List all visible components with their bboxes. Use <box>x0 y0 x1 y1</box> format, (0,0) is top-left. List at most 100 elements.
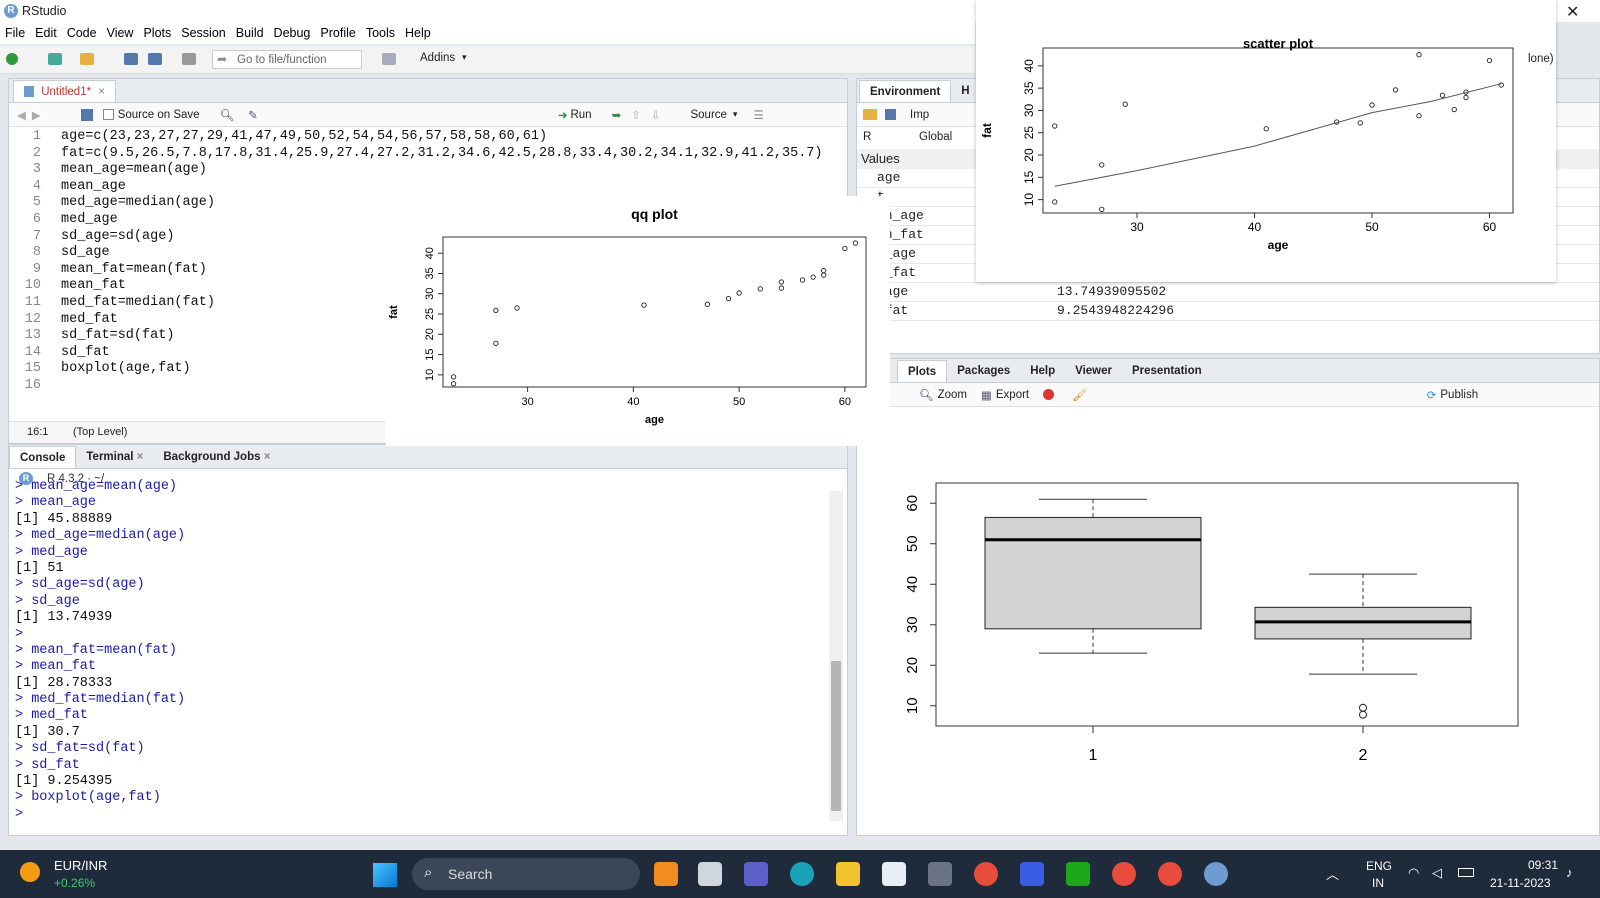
menu-plots[interactable]: Plots <box>143 26 172 40</box>
wifi-icon[interactable]: ◠ <box>1408 865 1420 880</box>
code-line[interactable]: 10 mean_fat <box>9 278 847 295</box>
app-icon-1[interactable] <box>654 862 678 886</box>
goto-file-input[interactable]: ➦ Go to file/function <box>212 50 362 69</box>
chrome-profile-icon[interactable] <box>1112 862 1136 886</box>
close-tab-icon[interactable]: × <box>133 451 144 463</box>
code-text[interactable]: med_age=median(age) <box>61 195 215 211</box>
open-folder-icon[interactable] <box>80 53 94 65</box>
back-arrow-icon[interactable]: ◀ <box>17 109 26 122</box>
outline-icon[interactable]: ☰ <box>753 109 764 122</box>
code-line[interactable]: 3 mean_age=mean(age) <box>9 162 847 179</box>
tab-presentation[interactable]: Presentation <box>1132 365 1202 377</box>
up-arrow-icon[interactable]: ⇧ <box>631 109 641 122</box>
search-icon[interactable]: 🔍︎ <box>219 109 235 122</box>
teams-icon[interactable] <box>744 862 768 886</box>
code-text[interactable]: boxplot(age,fat) <box>61 361 191 377</box>
console-output[interactable]: > mean_age=mean(age) > mean_age [1] 45.888… <box>15 479 825 835</box>
code-text[interactable]: sd_fat <box>61 344 110 360</box>
source-chevron-icon[interactable]: ▾ <box>732 109 738 119</box>
code-line[interactable]: 16 <box>9 378 847 395</box>
menu-help[interactable]: Help <box>405 26 431 40</box>
console-scrollbar[interactable] <box>829 491 843 821</box>
tab-untitled1[interactable]: Untitled1* × <box>13 80 116 102</box>
env-row[interactable]: _fat 9.2543948224296 <box>857 302 1599 321</box>
grid-layout-icon[interactable] <box>382 53 396 65</box>
menu-edit[interactable]: Edit <box>35 26 57 40</box>
tab-plots[interactable]: Plots <box>897 360 948 382</box>
forward-arrow-icon[interactable]: ▶ <box>31 109 41 122</box>
clock-time[interactable]: 09:31 <box>1528 858 1559 872</box>
notification-bell-icon[interactable]: ♪ <box>1566 865 1573 880</box>
new-project-icon[interactable] <box>48 53 62 65</box>
code-text[interactable]: mean_age=mean(age) <box>61 162 207 178</box>
wand-icon[interactable]: ✎ <box>248 109 258 122</box>
code-line[interactable]: 7 sd_age=sd(age) <box>9 229 847 246</box>
volume-icon[interactable]: ◁ <box>1432 865 1442 880</box>
tab-viewer[interactable]: Viewer <box>1075 365 1112 377</box>
code-line[interactable]: 15 boxplot(age,fat) <box>9 361 847 378</box>
save-all-icon[interactable] <box>148 53 162 65</box>
start-windows-icon[interactable] <box>373 863 397 887</box>
print-icon[interactable] <box>182 53 196 65</box>
code-line[interactable]: 12 med_fat <box>9 312 847 329</box>
remove-plot-icon[interactable] <box>1043 389 1055 400</box>
app-icon-blue[interactable] <box>1020 862 1044 886</box>
menu-tools[interactable]: Tools <box>365 26 396 40</box>
project-menu[interactable]: lone) <box>1528 53 1554 65</box>
code-text[interactable]: fat=c(9.5,26.5,7.8,17.8,31.4,25.9,27.4,2… <box>61 145 823 161</box>
menu-code[interactable]: Code <box>66 26 97 40</box>
import-dataset-button[interactable]: Imp <box>910 108 930 121</box>
edge-icon[interactable] <box>790 862 814 886</box>
code-line[interactable]: 4 mean_age <box>9 179 847 196</box>
publish-button[interactable]: Publish <box>1440 388 1479 401</box>
code-line[interactable]: 8 sd_age <box>9 245 847 262</box>
close-icon[interactable]: ✕ <box>1566 4 1580 21</box>
code-line[interactable]: 1 age=c(23,23,27,27,29,41,47,49,50,52,54,… <box>9 129 847 146</box>
task-view-icon[interactable] <box>698 862 722 886</box>
code-line[interactable]: 2 fat=c(9.5,26.5,7.8,17.8,31.4,25.9,27.4,… <box>9 146 847 163</box>
tab-console[interactable]: Console <box>9 446 77 468</box>
menu-debug[interactable]: Debug <box>273 26 311 40</box>
code-text[interactable] <box>49 378 61 395</box>
code-editor[interactable]: 1 age=c(23,23,27,27,29,41,47,49,50,52,54,… <box>9 129 847 419</box>
down-arrow-icon[interactable]: ⇩ <box>650 109 661 122</box>
tab-packages[interactable]: Packages <box>957 365 1011 377</box>
export-button[interactable]: Export <box>995 388 1030 401</box>
code-line[interactable]: 11 med_fat=median(fat) <box>9 295 847 312</box>
app-icon-hex[interactable] <box>928 862 952 886</box>
menu-session[interactable]: Session <box>181 26 226 40</box>
code-line[interactable]: 5 med_age=median(age) <box>9 195 847 212</box>
scrollbar-thumb[interactable] <box>831 661 841 811</box>
save-workspace-icon[interactable] <box>885 109 896 120</box>
battery-icon[interactable] <box>1458 868 1474 877</box>
global-env-select[interactable]: Global <box>919 131 953 143</box>
env-row[interactable]: _age 13.74939095502 <box>857 283 1599 302</box>
tab-environment[interactable]: Environment <box>859 80 952 102</box>
file-explorer-icon[interactable] <box>836 862 860 886</box>
taskbar-search[interactable]: ⌕ Search <box>412 858 640 890</box>
zoom-button[interactable]: Zoom <box>937 388 968 401</box>
code-text[interactable]: med_fat <box>61 311 118 327</box>
code-text[interactable]: mean_fat <box>61 278 126 294</box>
tab-help[interactable]: Help <box>1030 365 1056 377</box>
save-icon[interactable] <box>124 53 138 65</box>
lang-line1[interactable]: ENG <box>1366 859 1393 873</box>
tab-terminal[interactable]: Terminal × <box>76 446 153 468</box>
code-text[interactable]: sd_fat=sd(fat) <box>61 328 175 344</box>
chrome-profile2-icon[interactable] <box>1158 862 1182 886</box>
clear-plots-icon[interactable]: 🖌︎ <box>1072 389 1087 402</box>
code-text[interactable]: med_age <box>61 211 118 227</box>
rerun-icon[interactable]: ➥ <box>611 109 622 122</box>
save-editor-icon[interactable] <box>80 108 93 121</box>
menu-view[interactable]: View <box>106 26 134 40</box>
code-line[interactable]: 13 sd_fat=sd(fat) <box>9 328 847 345</box>
tray-chevron-icon[interactable]: ︿ <box>1326 867 1340 882</box>
menu-build[interactable]: Build <box>235 26 264 40</box>
code-text[interactable]: mean_fat=mean(fat) <box>61 261 207 277</box>
code-text[interactable]: sd_age=sd(age) <box>61 228 175 244</box>
code-line[interactable]: 14 sd_fat <box>9 345 847 362</box>
chrome-icon[interactable] <box>974 862 998 886</box>
menu-file[interactable]: File <box>5 26 26 40</box>
close-tab-icon[interactable]: × <box>260 451 271 463</box>
r-language-select[interactable]: R <box>863 131 872 143</box>
